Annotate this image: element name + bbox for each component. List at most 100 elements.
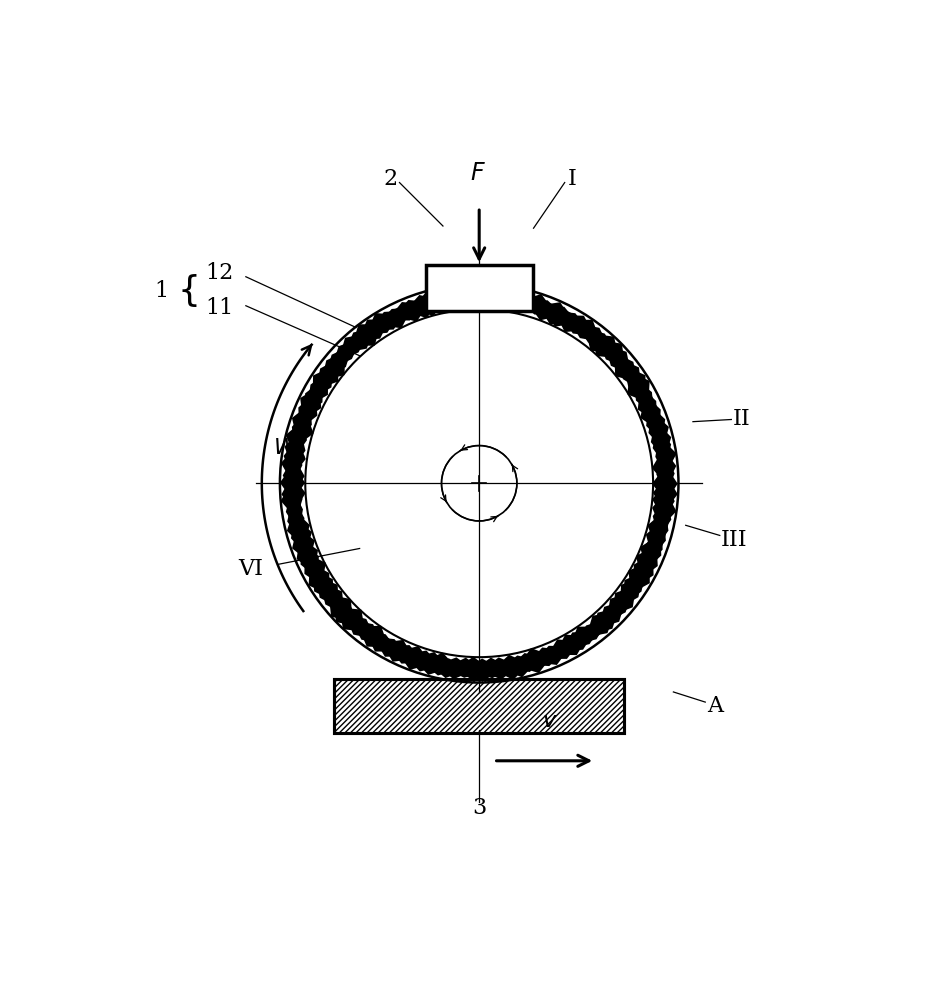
Polygon shape	[280, 487, 292, 513]
Bar	[335, 679, 625, 733]
Polygon shape	[646, 533, 655, 557]
Text: 3: 3	[472, 797, 486, 819]
Polygon shape	[453, 284, 480, 295]
Polygon shape	[649, 419, 658, 444]
Polygon shape	[584, 325, 606, 341]
Polygon shape	[656, 526, 666, 552]
Polygon shape	[453, 300, 480, 308]
Polygon shape	[328, 586, 344, 606]
Polygon shape	[627, 378, 642, 400]
Polygon shape	[301, 418, 313, 443]
Polygon shape	[401, 308, 425, 322]
Polygon shape	[410, 660, 435, 671]
Polygon shape	[653, 434, 661, 460]
Polygon shape	[303, 411, 312, 435]
Polygon shape	[460, 657, 486, 666]
Polygon shape	[636, 548, 650, 572]
Polygon shape	[593, 609, 611, 627]
Text: {: {	[178, 274, 201, 308]
Polygon shape	[309, 569, 324, 592]
Polygon shape	[533, 300, 558, 310]
Polygon shape	[507, 302, 532, 311]
Polygon shape	[404, 646, 427, 659]
Polygon shape	[282, 462, 290, 489]
Polygon shape	[646, 391, 657, 415]
Polygon shape	[470, 288, 497, 294]
Polygon shape	[653, 480, 662, 506]
Polygon shape	[572, 627, 593, 641]
Polygon shape	[359, 621, 380, 637]
Polygon shape	[300, 550, 312, 574]
Polygon shape	[631, 369, 645, 391]
Polygon shape	[366, 626, 386, 641]
Text: II: II	[733, 408, 751, 430]
Polygon shape	[319, 373, 333, 395]
Polygon shape	[309, 376, 322, 399]
Polygon shape	[393, 302, 417, 314]
Polygon shape	[542, 311, 566, 325]
Polygon shape	[437, 301, 462, 308]
Polygon shape	[594, 340, 612, 358]
Polygon shape	[292, 416, 301, 441]
Polygon shape	[668, 480, 678, 507]
Polygon shape	[339, 601, 357, 620]
Polygon shape	[291, 524, 301, 549]
Polygon shape	[638, 395, 650, 418]
Polygon shape	[597, 335, 617, 353]
Polygon shape	[296, 497, 303, 523]
Polygon shape	[368, 638, 391, 652]
Polygon shape	[384, 648, 409, 662]
Polygon shape	[306, 541, 318, 565]
Polygon shape	[613, 588, 629, 608]
Polygon shape	[568, 637, 591, 651]
Polygon shape	[352, 615, 372, 632]
Polygon shape	[479, 658, 504, 666]
Polygon shape	[335, 596, 352, 615]
Polygon shape	[361, 632, 382, 647]
Polygon shape	[576, 632, 597, 647]
Polygon shape	[296, 445, 306, 471]
Polygon shape	[469, 659, 495, 666]
Polygon shape	[620, 579, 635, 600]
Polygon shape	[539, 646, 563, 656]
Polygon shape	[354, 627, 376, 643]
Polygon shape	[334, 606, 352, 625]
Polygon shape	[426, 289, 453, 300]
Polygon shape	[522, 648, 546, 661]
Polygon shape	[651, 541, 661, 566]
Polygon shape	[281, 481, 291, 507]
Polygon shape	[444, 286, 470, 296]
Polygon shape	[435, 290, 461, 298]
Polygon shape	[654, 535, 663, 560]
Polygon shape	[327, 349, 345, 369]
Polygon shape	[287, 516, 298, 542]
Polygon shape	[296, 452, 302, 477]
Polygon shape	[369, 313, 392, 328]
Polygon shape	[515, 663, 541, 672]
Polygon shape	[329, 600, 347, 620]
Polygon shape	[434, 668, 460, 678]
Polygon shape	[663, 505, 671, 532]
Polygon shape	[573, 326, 594, 341]
Polygon shape	[480, 300, 505, 310]
Polygon shape	[640, 403, 654, 426]
Polygon shape	[663, 433, 671, 459]
Polygon shape	[296, 470, 305, 496]
Polygon shape	[652, 487, 662, 513]
Polygon shape	[640, 560, 654, 584]
Polygon shape	[396, 310, 420, 321]
Polygon shape	[587, 335, 607, 352]
Polygon shape	[550, 639, 572, 652]
Polygon shape	[576, 320, 598, 335]
Polygon shape	[514, 304, 539, 313]
Polygon shape	[531, 308, 555, 320]
Polygon shape	[340, 335, 360, 353]
Text: A: A	[707, 695, 723, 717]
Polygon shape	[655, 443, 662, 469]
Polygon shape	[565, 322, 587, 335]
Polygon shape	[324, 579, 338, 600]
Polygon shape	[300, 522, 312, 547]
Polygon shape	[653, 505, 661, 530]
Polygon shape	[635, 387, 647, 409]
Polygon shape	[464, 301, 489, 305]
